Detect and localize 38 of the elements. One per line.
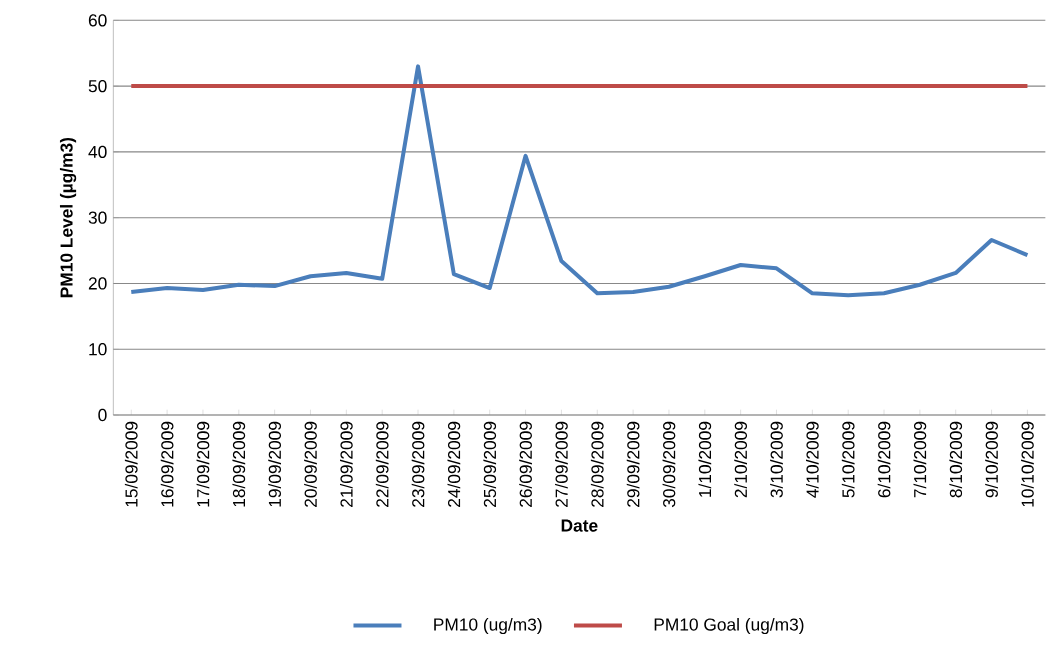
line-series [129, 64, 1030, 298]
y-tick-label: 50 [88, 79, 107, 93]
x-tick-label: 5/10/2009 [841, 421, 855, 498]
y-tick-label: 40 [88, 145, 107, 159]
y-tick-label: 30 [88, 211, 107, 224]
x-tick-label: 24/09/2009 [447, 421, 461, 507]
x-tick-label: 16/09/2009 [160, 421, 174, 507]
x-tick-label: 1/10/2009 [698, 421, 712, 497]
y-tick-label: 60 [88, 14, 107, 27]
legend-label: PM10 Goal (ug/m3) [654, 617, 804, 635]
x-tick-label: 4/10/2009 [805, 421, 819, 498]
x-tick-label: 3/10/2009 [770, 421, 783, 498]
x-tick-label: 6/10/2009 [877, 421, 891, 498]
x-tick-label: 22/09/2009 [375, 421, 389, 507]
x-tick-label: 9/10/2009 [985, 421, 998, 498]
legend-label: PM10 (ug/m3) [434, 617, 542, 635]
y-tick-label: 0 [98, 408, 107, 422]
y-axis-title: PM10 Level (µg/m3) [59, 137, 77, 298]
x-tick-label: 21/09/2009 [339, 421, 353, 507]
x-tick-label: 19/09/2009 [268, 421, 282, 507]
y-tick-label: 10 [89, 343, 107, 356]
x-tick-label: 8/10/2009 [949, 421, 963, 498]
x-tick-label: 17/09/2009 [196, 421, 210, 507]
y-tick-label: 20 [88, 277, 107, 290]
x-tick-label: 10/10/2009 [1021, 421, 1034, 507]
x-tick-label: 2/10/2009 [734, 421, 748, 498]
x-tick-label: 25/09/2009 [483, 421, 497, 507]
x-tick-label: 18/09/2009 [232, 421, 246, 507]
x-tick-label: 29/09/2009 [626, 421, 640, 507]
x-tick-label: 15/09/2009 [124, 421, 138, 507]
x-axis-title: Date [561, 519, 598, 532]
x-tick-label: 23/09/2009 [411, 421, 425, 507]
x-tick-label: 26/09/2009 [519, 421, 532, 507]
x-tick-label: 28/09/2009 [590, 421, 604, 507]
x-tick-label: 7/10/2009 [913, 421, 927, 498]
x-tick-label: 30/09/2009 [662, 421, 676, 508]
x-tick-label: 20/09/2009 [304, 421, 317, 507]
x-tick-label: 27/09/2009 [555, 421, 568, 507]
